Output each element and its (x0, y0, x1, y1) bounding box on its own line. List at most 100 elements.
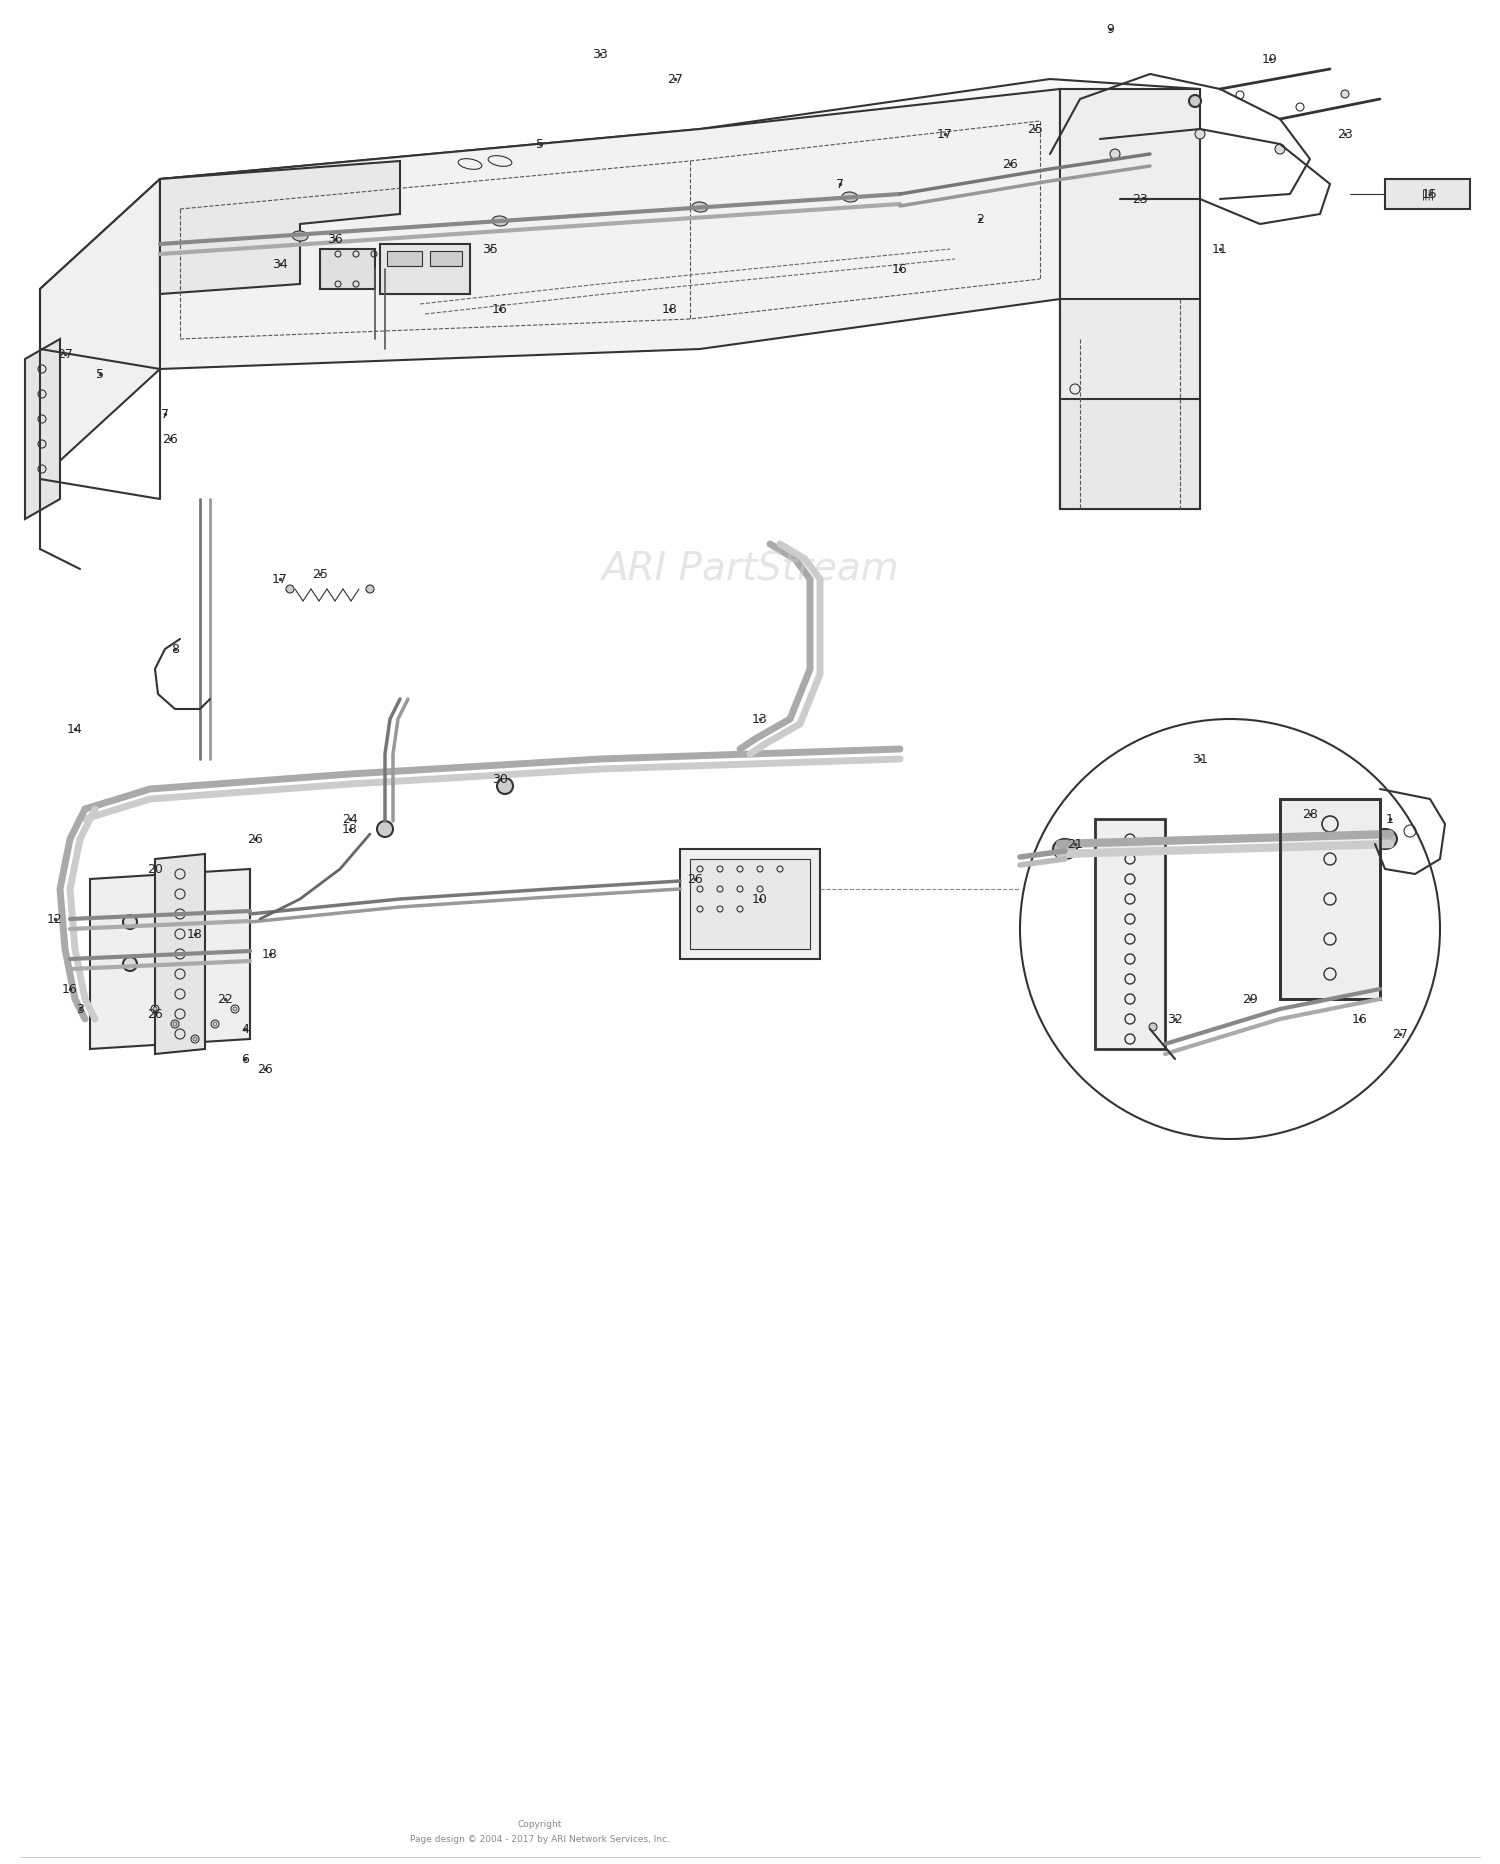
Circle shape (172, 1023, 177, 1027)
Polygon shape (1095, 820, 1166, 1049)
Text: 26: 26 (162, 432, 178, 445)
Text: 18: 18 (262, 949, 278, 962)
Text: 16: 16 (492, 304, 508, 317)
Ellipse shape (1372, 829, 1396, 850)
Text: 18: 18 (188, 928, 202, 941)
Bar (387, 252, 422, 267)
Circle shape (1190, 95, 1202, 108)
Text: 13: 13 (752, 714, 768, 727)
Polygon shape (40, 80, 1200, 302)
Text: 12: 12 (46, 913, 63, 926)
Text: 29: 29 (1242, 994, 1258, 1007)
Text: 32: 32 (1167, 1012, 1184, 1025)
Ellipse shape (1053, 839, 1077, 859)
Text: 10: 10 (752, 893, 768, 906)
Circle shape (213, 1023, 217, 1027)
Text: 1: 1 (1386, 813, 1394, 826)
Polygon shape (1060, 89, 1200, 309)
Text: 16: 16 (62, 982, 78, 995)
Text: 21: 21 (1066, 839, 1083, 852)
Circle shape (1020, 720, 1440, 1139)
Polygon shape (1384, 181, 1470, 211)
Polygon shape (154, 854, 206, 1055)
Text: 23: 23 (1336, 129, 1353, 142)
Polygon shape (26, 339, 60, 520)
Polygon shape (1280, 800, 1380, 999)
Text: 34: 34 (272, 259, 288, 272)
Text: ||||: |||| (1422, 190, 1434, 199)
Ellipse shape (292, 231, 308, 242)
Circle shape (194, 1038, 196, 1042)
Bar (430, 252, 462, 267)
Text: 35: 35 (482, 244, 498, 257)
Circle shape (1275, 145, 1286, 155)
Text: 22: 22 (217, 994, 232, 1007)
Polygon shape (160, 162, 401, 295)
Circle shape (153, 1007, 158, 1012)
Ellipse shape (1143, 367, 1167, 391)
Text: 26: 26 (1002, 158, 1019, 171)
Ellipse shape (1137, 362, 1173, 397)
Text: 5: 5 (536, 138, 544, 151)
Text: 26: 26 (147, 1008, 164, 1021)
Text: 30: 30 (492, 774, 508, 787)
Text: 8: 8 (171, 643, 178, 656)
Text: Copyright: Copyright (518, 1819, 562, 1829)
Circle shape (232, 1007, 237, 1012)
Text: 7: 7 (160, 408, 170, 421)
Text: 18: 18 (342, 824, 358, 837)
Ellipse shape (842, 192, 858, 203)
Circle shape (366, 585, 374, 593)
Text: Page design © 2004 - 2017 by ARI Network Services, Inc.: Page design © 2004 - 2017 by ARI Network… (410, 1834, 670, 1843)
Text: 17: 17 (272, 574, 288, 585)
Text: ARI PartStream: ARI PartStream (602, 550, 898, 589)
Text: 26: 26 (248, 833, 262, 846)
Text: 33: 33 (592, 48, 608, 62)
Ellipse shape (492, 216, 508, 227)
Text: 25: 25 (1028, 123, 1042, 136)
Text: 23: 23 (1132, 194, 1148, 207)
Text: 17: 17 (938, 129, 952, 142)
Circle shape (1196, 130, 1204, 140)
Text: 3: 3 (76, 1003, 84, 1016)
Text: 24: 24 (342, 813, 358, 826)
Text: 4: 4 (242, 1023, 249, 1036)
Text: 16: 16 (1352, 1012, 1368, 1025)
Circle shape (286, 585, 294, 593)
Text: 36: 36 (327, 233, 344, 246)
Text: 19: 19 (1262, 54, 1278, 67)
Polygon shape (1060, 399, 1200, 509)
Bar (380, 244, 470, 295)
Text: 2: 2 (976, 212, 984, 226)
Text: 6: 6 (242, 1053, 249, 1066)
Polygon shape (90, 869, 251, 1049)
Polygon shape (40, 181, 160, 479)
Circle shape (496, 779, 513, 794)
Circle shape (1341, 91, 1348, 99)
Polygon shape (160, 89, 1060, 369)
Text: 28: 28 (1302, 809, 1318, 820)
Text: 15: 15 (1422, 188, 1438, 201)
Text: 26: 26 (256, 1062, 273, 1076)
Circle shape (1149, 1023, 1156, 1031)
Polygon shape (1060, 300, 1200, 509)
Text: 26: 26 (687, 872, 703, 885)
Text: 11: 11 (1212, 244, 1228, 257)
Text: 27: 27 (1392, 1027, 1408, 1040)
Text: 18: 18 (662, 304, 678, 317)
Bar (690, 859, 810, 949)
Text: 16: 16 (892, 263, 908, 276)
Text: 9: 9 (1106, 24, 1114, 37)
Ellipse shape (692, 203, 708, 212)
Text: 27: 27 (668, 73, 682, 86)
Text: 25: 25 (312, 569, 328, 582)
Text: 31: 31 (1192, 753, 1208, 766)
Text: 5: 5 (96, 369, 104, 382)
Text: 7: 7 (836, 179, 844, 192)
Circle shape (376, 822, 393, 837)
Bar (320, 250, 375, 289)
Circle shape (123, 958, 136, 971)
Circle shape (123, 915, 136, 930)
Text: 20: 20 (147, 863, 164, 876)
Text: 14: 14 (68, 723, 82, 736)
